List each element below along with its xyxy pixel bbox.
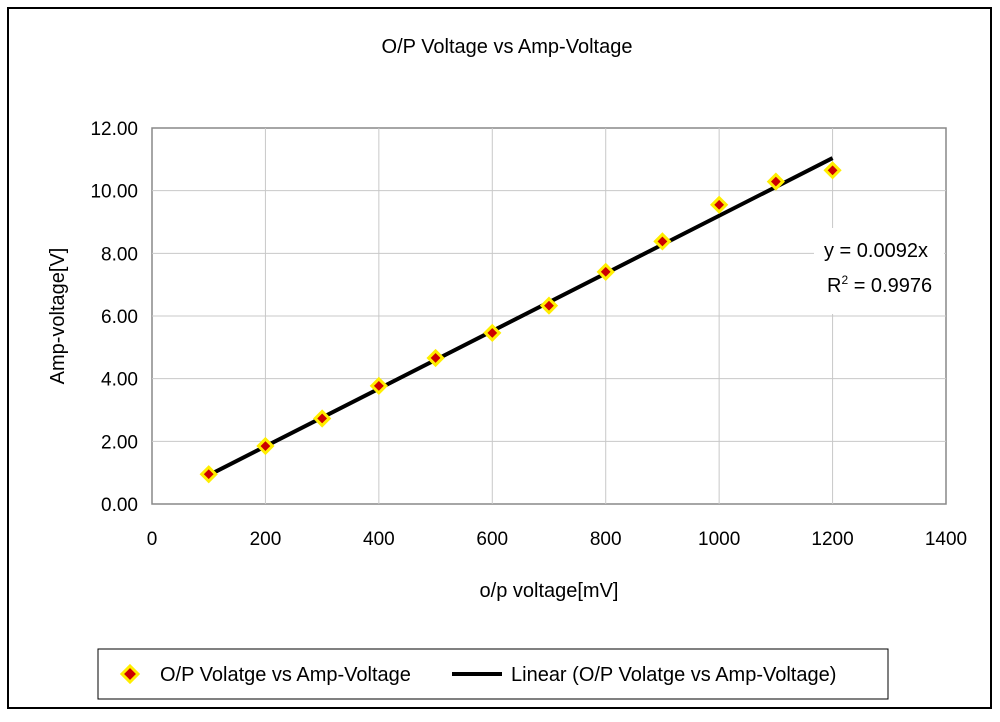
x-tick-label: 1000 [698,529,740,550]
x-tick-label: 1200 [811,529,853,550]
legend-marker-diamond-icon [119,663,141,685]
x-tick-label: 0 [147,529,158,550]
r-squared-text: R2 = 0.9976 [827,273,932,297]
x-tick-label: 800 [590,529,622,550]
data-point [426,348,445,368]
data-point [199,465,218,484]
legend-series-label: O/P Volatge vs Amp-Voltage [160,664,411,686]
data-point [653,232,672,251]
y-tick-label: 10.00 [90,182,138,203]
data-point [369,376,388,395]
y-tick-label: 12.00 [90,119,138,140]
data-point [256,436,275,456]
y-tick-label: 2.00 [101,432,138,453]
equation-background [814,228,944,314]
x-tick-label: 400 [363,529,395,550]
data-points [199,161,842,484]
data-point [483,323,502,343]
data-point [596,262,615,281]
r-squared-prefix: R [827,275,841,297]
x-axis-label: o/p voltage[mV] [480,580,619,602]
trendline-equation: y = 0.0092x R2 = 0.9976 [814,228,944,314]
x-tick-label: 200 [250,529,282,550]
data-point [539,296,559,315]
chart-title: O/P Voltage vs Amp-Voltage [382,36,633,58]
data-point [710,195,729,214]
trendline [207,156,834,477]
y-tick-label: 0.00 [101,495,138,516]
legend: O/P Volatge vs Amp-Voltage Linear (O/P V… [97,648,889,700]
y-tick-label: 6.00 [101,307,138,328]
data-point [823,161,842,180]
x-tick-label: 600 [476,529,508,550]
equation-text: y = 0.0092x [824,240,928,262]
x-tick-label: 1400 [925,529,967,550]
legend-trendline-label: Linear (O/P Volatge vs Amp-Voltage) [511,664,836,686]
x-axis-ticks: 0 200 400 600 800 1000 1200 1400 [147,529,967,550]
r-squared-superscript: 2 [841,273,848,287]
y-tick-label: 4.00 [101,370,138,391]
trendline-group [207,156,834,477]
y-axis-label: Amp-voltage[V] [47,248,69,385]
y-axis-ticks: 0.00 2.00 4.00 6.00 8.00 10.00 12.00 [90,119,138,516]
r-squared-value: = 0.9976 [848,275,932,297]
data-point [766,172,785,191]
data-point [313,409,332,428]
y-tick-label: 8.00 [101,244,138,265]
